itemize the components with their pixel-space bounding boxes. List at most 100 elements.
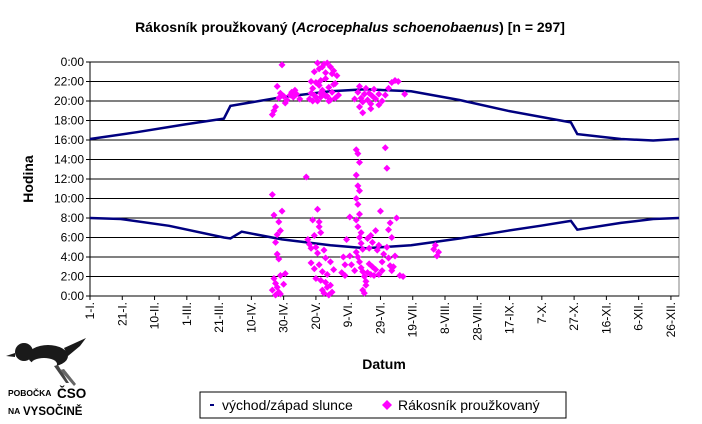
observation-point — [365, 244, 373, 252]
observation-point — [275, 255, 283, 263]
x-tick-label: 7-X. — [535, 302, 549, 324]
y-tick-label: 4:00 — [61, 250, 85, 264]
observation-point — [309, 216, 317, 224]
x-tick-label: 20-V. — [309, 302, 323, 330]
observation-point — [326, 63, 334, 71]
observation-point — [310, 68, 318, 76]
observation-point — [375, 90, 383, 98]
observation-point — [383, 243, 391, 251]
observation-point — [355, 210, 363, 218]
observation-point — [385, 84, 393, 92]
observation-point — [357, 229, 365, 237]
observation-point — [330, 67, 338, 75]
observation-point — [346, 252, 354, 260]
x-tick-label: 28-VIII. — [470, 302, 484, 341]
observation-point — [354, 223, 362, 231]
observation-point — [394, 78, 402, 85]
x-tick-label: 26-XII. — [664, 302, 678, 337]
observation-point — [362, 281, 370, 289]
observation-point — [352, 216, 360, 224]
observation-point — [354, 200, 362, 208]
observation-point — [331, 79, 339, 87]
observation-point — [378, 97, 386, 105]
observation-point — [367, 100, 375, 108]
observation-point — [326, 281, 334, 289]
observation-point — [320, 246, 328, 254]
observation-point — [315, 218, 323, 226]
observation-point — [278, 61, 286, 69]
observation-point — [357, 239, 365, 247]
observation-point — [276, 290, 284, 298]
observation-point — [322, 92, 330, 100]
observation-point — [359, 245, 367, 253]
observation-point — [315, 261, 323, 269]
y-axis: 0:00 22:00 20:00 18:00 16:00 14:00 12:00 10:00 8… — [54, 55, 91, 303]
observation-point — [355, 158, 363, 166]
x-tick-label: 29-VI. — [373, 302, 387, 334]
observation-point — [273, 231, 281, 239]
observation-point — [385, 254, 393, 262]
logo-line-2: ČSO — [57, 386, 86, 401]
chart-title: Rákosník proužkovaný (Acrocephalus schoe… — [135, 19, 565, 35]
x-tick-label: 21-III. — [212, 302, 226, 333]
observation-point — [367, 105, 375, 113]
y-tick-label: 8:00 — [61, 211, 85, 225]
y-tick-label: 6:00 — [61, 231, 85, 245]
observation-point — [372, 266, 380, 274]
observation-point — [307, 259, 315, 267]
observation-point — [362, 84, 370, 92]
observation-point — [391, 252, 399, 260]
x-tick-label: 21-I. — [115, 302, 129, 326]
x-tick-label: 6-XII. — [632, 302, 646, 331]
observation-point — [370, 272, 378, 280]
legend-line-marker — [210, 404, 214, 406]
logo: POBOČKA ČSO NA VYSOČINĚ — [6, 338, 86, 418]
observation-point — [372, 227, 380, 235]
observation-point — [323, 59, 331, 67]
y-tick-label: 14:00 — [54, 153, 84, 167]
observation-point — [341, 261, 349, 269]
observation-point — [386, 219, 394, 227]
y-tick-label: 10:00 — [54, 192, 84, 206]
observation-point — [322, 254, 330, 262]
observation-point — [318, 268, 326, 276]
observation-point — [373, 246, 381, 254]
logo-line-4: VYSOČINĚ — [23, 405, 83, 418]
observation-point — [388, 234, 396, 241]
observation-point — [368, 238, 376, 246]
observation-point — [360, 289, 368, 297]
x-tick-label: 1-I. — [83, 302, 97, 319]
observation-point — [312, 243, 320, 251]
observation-point — [430, 245, 438, 253]
observation-point — [272, 291, 280, 299]
observation-point — [325, 97, 333, 105]
legend-label-bird: Rákosník proužkovaný — [398, 397, 540, 413]
observation-point — [372, 95, 380, 103]
observation-point — [312, 93, 320, 101]
observation-point — [268, 191, 276, 199]
observation-point — [355, 82, 363, 90]
observation-point — [351, 95, 359, 103]
observation-point — [399, 273, 407, 280]
observation-point — [360, 90, 368, 98]
observation-point — [343, 235, 351, 243]
observation-point — [376, 207, 384, 215]
x-tick-label: 8-VIII. — [438, 302, 452, 334]
observation-point — [352, 195, 360, 202]
observation-point — [385, 226, 393, 234]
observation-point — [401, 90, 409, 98]
observation-point — [314, 205, 322, 213]
observation-point — [326, 258, 334, 266]
y-tick-label: 22:00 — [54, 75, 84, 89]
observation-point — [315, 223, 323, 231]
x-tick-label: 19-VII. — [406, 302, 420, 337]
observation-point — [317, 89, 325, 97]
observation-point — [314, 59, 322, 67]
observation-point — [268, 286, 276, 294]
y-axis-title: Hodina — [20, 155, 36, 203]
observation-point — [359, 109, 367, 117]
observation-point — [309, 97, 317, 105]
logo-line-3: NA — [8, 406, 20, 416]
observation-point — [393, 214, 401, 222]
